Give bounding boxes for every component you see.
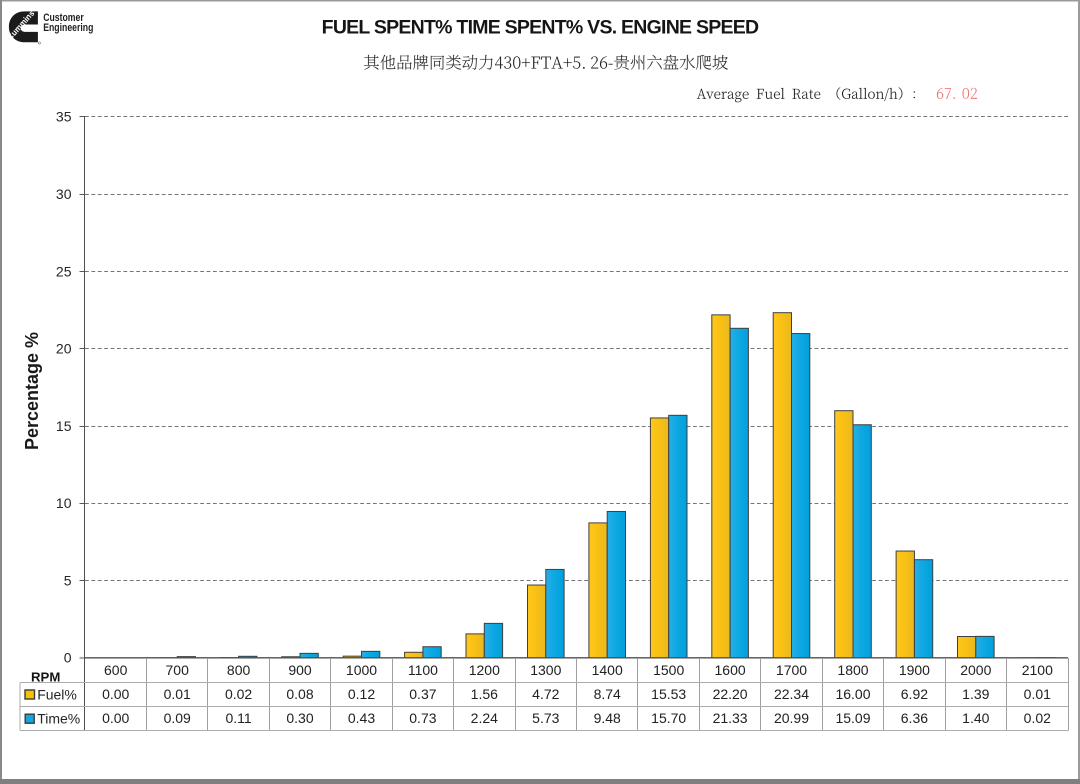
- svg-text:1300: 1300: [530, 662, 561, 678]
- svg-text:0.09: 0.09: [164, 710, 191, 726]
- svg-text:15.70: 15.70: [651, 710, 686, 726]
- svg-text:RPM: RPM: [31, 670, 60, 685]
- svg-text:1500: 1500: [653, 662, 684, 678]
- svg-text:0.12: 0.12: [348, 686, 375, 702]
- svg-text:0.11: 0.11: [225, 710, 251, 726]
- svg-text:6.36: 6.36: [901, 710, 928, 726]
- svg-text:0.30: 0.30: [286, 710, 313, 726]
- svg-text:25: 25: [56, 263, 72, 279]
- svg-text:1.40: 1.40: [962, 710, 989, 726]
- svg-text:1400: 1400: [592, 662, 623, 678]
- svg-text:0.01: 0.01: [164, 686, 191, 702]
- svg-text:2100: 2100: [1022, 662, 1053, 678]
- svg-text:22.20: 22.20: [713, 686, 748, 702]
- svg-text:Fuel%: Fuel%: [37, 687, 77, 703]
- svg-text:35: 35: [56, 109, 72, 125]
- svg-text:0.01: 0.01: [1024, 686, 1051, 702]
- svg-text:0.02: 0.02: [225, 686, 252, 702]
- svg-text:16.00: 16.00: [835, 686, 870, 702]
- svg-text:0.43: 0.43: [348, 710, 375, 726]
- svg-text:Engineering: Engineering: [43, 22, 93, 34]
- svg-text:9.48: 9.48: [594, 710, 621, 726]
- svg-text:700: 700: [166, 662, 190, 678]
- svg-text:20: 20: [56, 341, 72, 357]
- svg-text:5: 5: [64, 572, 72, 588]
- svg-text:22.34: 22.34: [774, 686, 809, 702]
- svg-text:10: 10: [56, 495, 72, 511]
- svg-text:1100: 1100: [408, 662, 438, 678]
- svg-text:0.37: 0.37: [409, 686, 436, 702]
- svg-text:0.00: 0.00: [102, 686, 129, 702]
- svg-text:1900: 1900: [899, 662, 930, 678]
- svg-text:0: 0: [64, 650, 72, 666]
- svg-text:2.24: 2.24: [471, 710, 498, 726]
- svg-text:6.92: 6.92: [901, 686, 928, 702]
- svg-text:1.56: 1.56: [471, 686, 498, 702]
- svg-text:1200: 1200: [469, 662, 500, 678]
- svg-text:900: 900: [288, 662, 312, 678]
- svg-text:600: 600: [104, 662, 128, 678]
- svg-text:FUEL SPENT% TIME SPENT% VS. EN: FUEL SPENT% TIME SPENT% VS. ENGINE SPEED: [322, 17, 759, 39]
- svg-text:0.00: 0.00: [102, 710, 129, 726]
- svg-text:4.72: 4.72: [532, 686, 559, 702]
- svg-text:800: 800: [227, 662, 251, 678]
- svg-text:Customer: Customer: [43, 12, 84, 24]
- svg-text:5.73: 5.73: [532, 710, 559, 726]
- svg-text:15.53: 15.53: [651, 686, 686, 702]
- svg-text:1600: 1600: [715, 662, 746, 678]
- svg-text:30: 30: [56, 186, 72, 202]
- svg-text:1700: 1700: [776, 662, 807, 678]
- svg-text:15: 15: [56, 418, 72, 434]
- svg-text:1800: 1800: [837, 662, 868, 678]
- svg-text:21.33: 21.33: [713, 710, 748, 726]
- svg-text:0.02: 0.02: [1024, 710, 1051, 726]
- svg-text:0.08: 0.08: [286, 686, 313, 702]
- svg-text:0.73: 0.73: [409, 710, 436, 726]
- svg-text:2000: 2000: [960, 662, 991, 678]
- svg-text:15.09: 15.09: [835, 710, 870, 726]
- svg-text:Percentage %: Percentage %: [22, 332, 42, 450]
- svg-text:Time%: Time%: [37, 711, 80, 727]
- svg-text:1.39: 1.39: [962, 686, 989, 702]
- svg-text:20.99: 20.99: [774, 710, 809, 726]
- svg-text:1000: 1000: [346, 662, 377, 678]
- svg-text:8.74: 8.74: [594, 686, 621, 702]
